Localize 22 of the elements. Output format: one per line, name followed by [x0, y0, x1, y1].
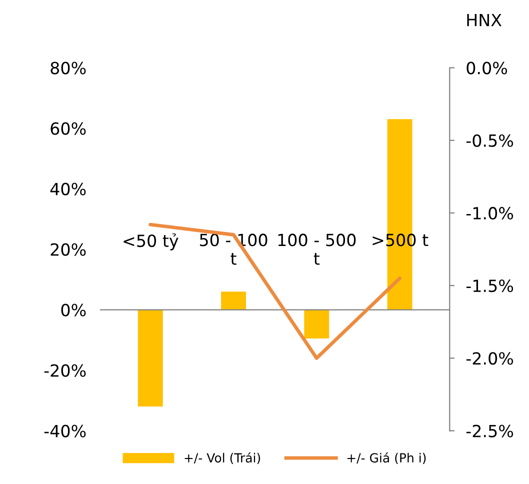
- legend-label: +/- Vol (Trái): [184, 452, 260, 464]
- y2-tick-label: -1.5%: [466, 280, 514, 292]
- bar: [304, 310, 330, 338]
- legend-label: +/- Giá (Ph i): [347, 452, 426, 464]
- y2-tick-label: -0.5%: [466, 134, 514, 147]
- y2-tick-label: -1.0%: [466, 206, 514, 220]
- x-tick-label: 50 - 100 t: [200, 234, 268, 265]
- x-tick-label: <50 tỷ: [124, 233, 178, 250]
- y-tick-label: -20%: [44, 364, 86, 377]
- y2-tick-label: 0.0%: [466, 62, 508, 74]
- y2-tick-label: -2.0%: [466, 352, 514, 365]
- y-tick-label: 80%: [50, 62, 86, 74]
- y-tick-label: 0%: [61, 304, 86, 316]
- y2-tick-label: -2.5%: [466, 424, 514, 438]
- y-tick-label: 60%: [50, 122, 86, 135]
- x-tick-label: 100 - 500 t: [278, 234, 356, 265]
- y-tick-label: 20%: [50, 243, 86, 256]
- bar: [221, 292, 246, 310]
- y-tick-label: 40%: [50, 182, 86, 196]
- text: HNX: [467, 14, 502, 26]
- y-tick-label: -40%: [44, 424, 86, 438]
- bar: [138, 310, 163, 407]
